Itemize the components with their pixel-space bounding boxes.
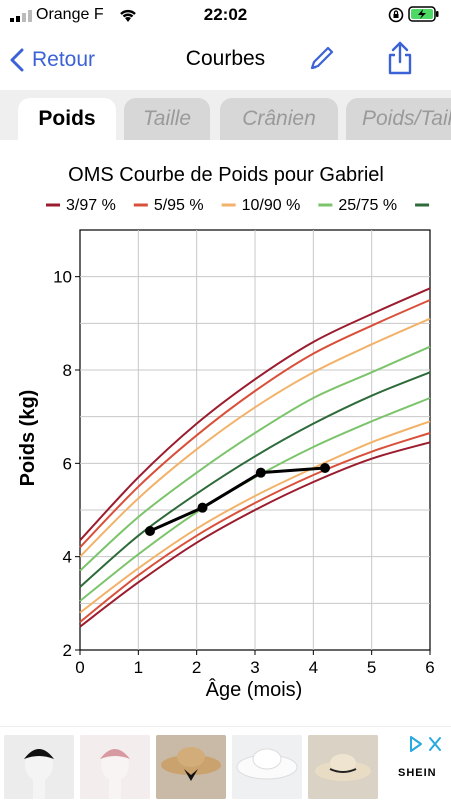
percentile-curve-4: [79, 371, 431, 588]
percentile-curve-3: [79, 345, 431, 572]
percentile-curve-8: [79, 441, 431, 628]
x-tick-label: 0: [75, 658, 84, 677]
percentile-curve-1: [79, 299, 431, 549]
y-tick-label: 2: [63, 641, 72, 660]
pencil-icon[interactable]: [308, 44, 336, 72]
legend-entry: 3/97 %: [46, 197, 116, 214]
orientation-lock-icon: [388, 7, 404, 23]
percentile-curve-2: [79, 317, 431, 558]
x-tick-label: 4: [309, 658, 318, 677]
measurement-point[interactable]: [320, 463, 330, 473]
x-tick-label: 6: [425, 658, 434, 677]
ad-brand-logo: SHEIN: [398, 767, 437, 779]
signal-icon: [10, 10, 32, 22]
y-tick-label: 8: [63, 361, 72, 380]
growth-chart-container: 0 1 2 3 4 5 6 2 4 6 8 10 OMS Courbe de Poids pour G…: [0, 150, 451, 720]
status-bar: Orange F 22:02: [0, 0, 451, 30]
chart-tabs: Poids Taille Crânien Poids/Taille: [0, 90, 451, 140]
chart-title: OMS Courbe de Poids pour Gabriel: [68, 164, 384, 186]
ad-image-beige-hat[interactable]: [308, 735, 378, 799]
page-title: Courbes: [185, 47, 266, 70]
x-tick-label: 2: [192, 658, 201, 677]
measurement-point[interactable]: [145, 526, 155, 536]
legend-entry: 25/75 %: [318, 197, 397, 214]
tab-poids-taille[interactable]: Poids/Taille: [346, 98, 451, 140]
legend-label: 10/90 %: [242, 197, 301, 214]
navigation-bar: Retour Courbes: [0, 36, 451, 86]
x-tick-label: 5: [367, 658, 376, 677]
x-tick-label: 1: [134, 658, 143, 677]
tab-poids[interactable]: Poids: [18, 98, 116, 140]
legend-label: 5/95 %: [154, 197, 204, 214]
x-axis-label: Âge (mois): [206, 678, 303, 701]
legend-label: 25/75 %: [338, 197, 397, 214]
ad-image-black-turban[interactable]: [4, 735, 74, 799]
percentile-curve-0: [79, 287, 431, 542]
back-button-label: Retour: [32, 48, 96, 71]
x-tick-label: 3: [250, 658, 259, 677]
wifi-icon: [120, 9, 136, 22]
legend-entry: 5/95 %: [133, 197, 204, 214]
legend-entry: 10/90 %: [221, 197, 301, 214]
chevron-left-icon: [10, 48, 24, 72]
back-button[interactable]: Retour: [10, 44, 95, 76]
measurement-point[interactable]: [197, 502, 208, 513]
y-axis-label: Poids (kg): [17, 390, 39, 487]
y-tick-label: 4: [63, 548, 72, 567]
battery-charging-icon: [408, 6, 439, 22]
ad-image-pink-turban[interactable]: [80, 735, 150, 799]
measurement-point[interactable]: [255, 467, 266, 478]
percentile-curve-6: [79, 420, 431, 614]
legend-label: 3/97 %: [66, 197, 116, 214]
ad-image-straw-hat[interactable]: [156, 735, 226, 799]
weight-growth-chart: 0 1 2 3 4 5 6 2 4 6 8 10 OMS Courbe de Poids pour G…: [17, 164, 435, 701]
y-tick-label: 10: [53, 268, 72, 287]
measurement-line: [149, 466, 326, 533]
ad-image-white-hat[interactable]: [232, 735, 302, 799]
ad-choices-icon[interactable]: [408, 735, 444, 753]
tab-cranien[interactable]: Crânien: [220, 98, 338, 140]
percentile-curve-7: [79, 432, 431, 623]
carrier-name: Orange F: [36, 6, 104, 23]
share-icon[interactable]: [384, 40, 416, 76]
tab-taille[interactable]: Taille: [124, 98, 210, 140]
clock: 22:02: [203, 5, 248, 24]
ad-banner[interactable]: SHEIN: [0, 726, 451, 801]
y-tick-label: 6: [63, 454, 72, 473]
